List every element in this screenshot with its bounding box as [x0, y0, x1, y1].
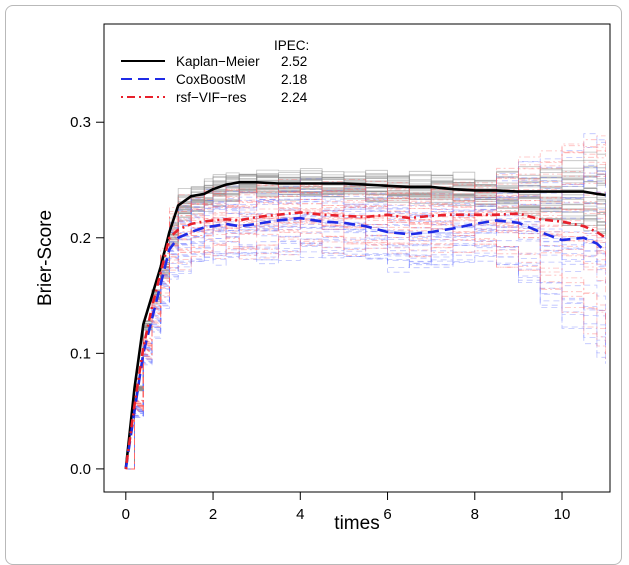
x-tick-label: 10	[554, 506, 571, 523]
x-tick-label: 4	[296, 506, 304, 523]
bootstrap-curve	[125, 232, 606, 470]
y-tick-label: 0.0	[70, 461, 91, 478]
bootstrap-curve	[125, 179, 606, 470]
bootstrap-curve	[125, 170, 606, 470]
legend-value: 2.24	[281, 90, 308, 105]
bootstrap-curve	[125, 172, 606, 470]
bootstrap-curve	[125, 241, 606, 470]
legend-value: 2.18	[281, 72, 307, 87]
x-tick-label: 6	[383, 506, 391, 523]
bootstrap-curve	[125, 204, 606, 470]
x-tick-label: 8	[471, 506, 479, 523]
series-line-1	[124, 216, 607, 470]
y-tick-label: 0.1	[70, 345, 91, 362]
legend: IPEC: Kaplan−Meier 2.52 CoxBoostM 2.18 rsf−V…	[121, 38, 309, 105]
bootstrap-curve	[125, 176, 606, 470]
bootstrap-curve	[125, 231, 606, 470]
series-line-0	[124, 181, 606, 470]
bootstrap-curve	[125, 213, 606, 470]
summary-curves	[124, 181, 607, 470]
bootstrap-curve	[125, 246, 606, 470]
x-tick-label: 0	[122, 506, 130, 523]
bootstrap-curve	[125, 204, 606, 470]
bootstrap-curve	[125, 238, 606, 470]
x-axis-label: times	[334, 513, 379, 534]
y-axis-label: Brier-Score	[35, 210, 56, 306]
bootstrap-curve	[125, 237, 606, 470]
bootstrap-curve	[125, 208, 606, 470]
bootstrap-curve	[125, 139, 606, 470]
bootstrap-curve	[125, 138, 606, 470]
brier-score-chart: 0 2 4 6 8 10 0.0 0.1 0.2 0.3 times Brier-Score I…	[35, 23, 611, 534]
bootstrap-curve	[125, 196, 606, 470]
bootstrap-curve	[125, 241, 606, 470]
bootstrap-curve	[125, 164, 606, 470]
legend-label: rsf−VIF−res	[176, 90, 247, 105]
bootstrap-curve	[125, 211, 606, 470]
bootstrap-curve	[125, 146, 606, 470]
bootstrap-curve	[125, 238, 606, 470]
x-tick-label: 2	[209, 506, 217, 523]
bootstrap-curve	[125, 252, 606, 470]
bootstrap-curve	[125, 191, 606, 470]
bootstrap-curve	[125, 226, 606, 470]
bootstrap-curve	[125, 203, 606, 470]
bootstrap-curve	[125, 218, 606, 470]
bootstrap-curve	[125, 167, 606, 470]
bootstrap-curve	[125, 228, 606, 470]
bootstrap-curve	[125, 173, 606, 470]
bootstrap-curve	[125, 221, 606, 470]
bootstrap-curve	[125, 212, 606, 470]
x-axis: 0 2 4 6 8 10	[122, 492, 571, 523]
bootstrap-curve	[125, 247, 606, 470]
bootstrap-curve	[125, 238, 606, 470]
bootstrap-curve	[125, 221, 606, 470]
bootstrap-curve	[125, 214, 606, 470]
y-tick-label: 0.3	[70, 114, 91, 131]
legend-header: IPEC:	[274, 38, 309, 53]
bootstrap-curve	[125, 235, 606, 470]
plot-box	[103, 23, 611, 493]
bootstrap-curve	[125, 164, 606, 470]
bootstrap-curve	[125, 223, 606, 470]
bootstrap-curve	[125, 217, 606, 470]
legend-label: Kaplan−Meier	[176, 54, 260, 69]
bootstrap-curve	[125, 219, 606, 470]
legend-value: 2.52	[281, 54, 307, 69]
bootstrap-curve	[125, 239, 606, 470]
bootstrap-curve	[125, 190, 606, 470]
bootstrap-curve	[125, 144, 606, 470]
y-axis: 0.0 0.1 0.2 0.3	[70, 114, 104, 478]
bootstrap-curve	[125, 218, 606, 470]
bootstrap-curve	[125, 214, 606, 470]
y-tick-label: 0.2	[70, 230, 91, 247]
bootstrap-curve	[125, 195, 606, 470]
bootstrap-curve	[125, 231, 606, 470]
bootstrap-curve	[125, 221, 606, 470]
series-line-2	[124, 211, 607, 470]
legend-label: CoxBoostM	[176, 72, 246, 87]
bootstrap-curve	[125, 199, 606, 470]
bootstrap-curve	[125, 218, 606, 470]
bootstrap-curve	[125, 236, 606, 470]
